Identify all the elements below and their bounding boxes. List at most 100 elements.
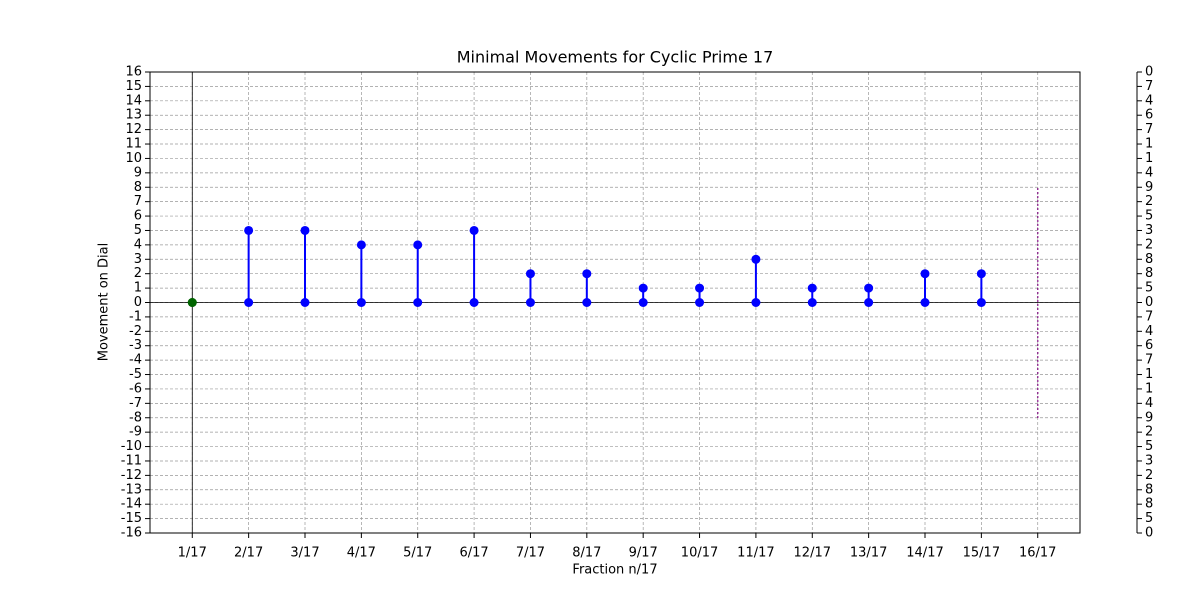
y-tick-label: -9 [129, 425, 142, 440]
x-tick-label: 14/17 [906, 546, 943, 561]
x-tick-label: 6/17 [459, 546, 488, 561]
y2-tick-label: 5 [1145, 439, 1153, 454]
stem-head [356, 240, 366, 250]
stem-head [695, 283, 705, 293]
y-tick-label: 8 [134, 180, 142, 195]
y-tick-label: 0 [134, 295, 142, 310]
x-tick-label: 9/17 [629, 546, 658, 561]
stem-head [638, 283, 648, 293]
y-tick-label: -13 [121, 482, 142, 497]
y2-tick-label: 7 [1145, 79, 1153, 94]
stem-base [807, 298, 817, 307]
x-tick-label: 11/17 [737, 546, 774, 561]
y2-tick-label: 8 [1145, 266, 1153, 281]
stem-base [356, 298, 366, 307]
y2-tick-label: 3 [1145, 223, 1153, 238]
y-tick-label: 13 [125, 108, 142, 123]
y2-tick-label: 1 [1145, 151, 1153, 166]
stem-head [525, 269, 535, 279]
y-tick-label: 1 [134, 281, 142, 296]
stem-base [582, 298, 592, 307]
y-tick-label: 5 [134, 223, 142, 238]
y2-tick-label: 7 [1145, 309, 1153, 324]
stem-base [413, 298, 423, 307]
y2-tick-label: 2 [1145, 194, 1153, 209]
y2-tick-label: 4 [1145, 396, 1153, 411]
x-tick-label: 15/17 [963, 546, 1000, 561]
stem-base [751, 298, 761, 307]
stem-base [300, 298, 310, 307]
y-tick-label: -7 [129, 396, 142, 411]
y-tick-label: -10 [121, 439, 142, 454]
y2-tick-label: 9 [1145, 180, 1153, 195]
x-tick-label: 8/17 [572, 546, 601, 561]
y2-tick-label: 5 [1145, 209, 1153, 224]
y-tick-label: -4 [129, 353, 142, 368]
y-tick-label: -12 [121, 468, 142, 483]
y-tick-label: 7 [134, 194, 142, 209]
y2-tick-label: 5 [1145, 511, 1153, 526]
y-tick-label: -6 [129, 381, 142, 396]
y-tick-label: -1 [129, 309, 142, 324]
stem-base [976, 298, 986, 307]
stem-head [413, 240, 423, 250]
y-tick-label: -3 [129, 338, 142, 353]
x-tick-label: 13/17 [850, 546, 887, 561]
y2-tick-label: 2 [1145, 468, 1153, 483]
y-tick-label: 9 [134, 165, 142, 180]
y2-tick-label: 3 [1145, 453, 1153, 468]
y2-tick-label: 4 [1145, 93, 1153, 108]
y-tick-label: -14 [121, 497, 142, 512]
stem-base [244, 298, 254, 307]
y-tick-label: -11 [121, 453, 142, 468]
y2-tick-label: 1 [1145, 367, 1153, 382]
stem-base [638, 298, 648, 307]
y-tick-label: 12 [125, 122, 142, 137]
x-tick-label: 3/17 [290, 546, 319, 561]
x-tick-label: 2/17 [234, 546, 263, 561]
y-tick-label: 14 [125, 93, 142, 108]
stem-head [920, 269, 930, 279]
y2-tick-label: 9 [1145, 410, 1153, 425]
y2-tick-label: 4 [1145, 324, 1153, 339]
y2-tick-label: 7 [1145, 122, 1153, 137]
y2-tick-label: 2 [1145, 237, 1153, 252]
y2-tick-label: 6 [1145, 108, 1153, 123]
y2-tick-label: 8 [1145, 497, 1153, 512]
stem-base [695, 298, 705, 307]
y-tick-label: -16 [121, 526, 142, 541]
x-tick-label: 7/17 [516, 546, 545, 561]
y2-tick-label: 2 [1145, 425, 1153, 440]
y-tick-label: -5 [129, 367, 142, 382]
y-axis-label: Movement on Dial [97, 243, 112, 362]
stem-base [920, 298, 930, 307]
x-axis-label: Fraction n/17 [572, 563, 657, 578]
y2-tick-label: 0 [1145, 526, 1153, 541]
x-tick-label: 4/17 [347, 546, 376, 561]
stem-head [976, 269, 986, 279]
y2-tick-label: 0 [1145, 295, 1153, 310]
x-tick-label: 16/17 [1019, 546, 1056, 561]
y2-tick-label: 1 [1145, 137, 1153, 152]
y2-tick-label: 7 [1145, 353, 1153, 368]
stem-head [582, 269, 592, 279]
y-tick-label: 6 [134, 209, 142, 224]
y2-tick-label: 0 [1145, 65, 1153, 80]
stem-base [469, 298, 479, 307]
y-tick-label: 16 [125, 65, 142, 80]
stem-base [525, 298, 535, 307]
y-tick-label: 4 [134, 237, 142, 252]
y2-tick-label: 5 [1145, 281, 1153, 296]
y-tick-label: 11 [125, 137, 142, 152]
stem-head [469, 225, 479, 235]
y-tick-label: 2 [134, 266, 142, 281]
y-tick-label: 15 [125, 79, 142, 94]
marks [187, 187, 1039, 418]
stem-base [864, 298, 874, 307]
y2-tick-label: 6 [1145, 338, 1153, 353]
y2-tick-label: 8 [1145, 252, 1153, 267]
x-tick-label: 5/17 [403, 546, 432, 561]
stem-head [751, 254, 761, 264]
stem-head [864, 283, 874, 293]
